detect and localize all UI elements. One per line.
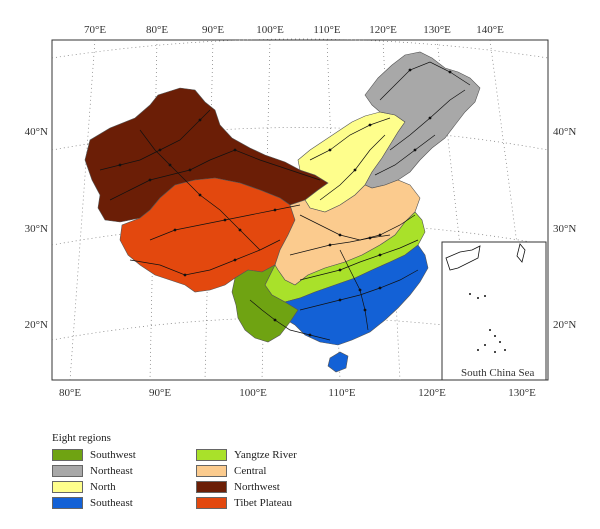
inset-islands <box>469 293 506 353</box>
lon-bottom-130: 130°E <box>508 387 536 399</box>
lon-labels-bottom: 80°E 90°E 100°E 110°E 120°E 130°E <box>59 387 536 399</box>
lon-bottom-100: 100°E <box>239 387 267 399</box>
legend-label-north: North <box>90 480 116 493</box>
legend-title: Eight regions <box>52 432 111 444</box>
legend-swatch-north <box>52 480 83 493</box>
legend-swatch-yangtze-river <box>196 448 227 461</box>
lon-bottom-90: 90°E <box>149 387 171 399</box>
legend-label-northeast: Northeast <box>90 464 133 477</box>
legend-label-southwest: Southwest <box>90 448 136 461</box>
south-china-sea-inset: South China Sea <box>441 241 547 381</box>
legend-label-central: Central <box>234 464 267 477</box>
lon-top-80: 80°E <box>146 24 168 36</box>
legend-swatch-central <box>196 464 227 477</box>
lat-right-30: 30°N <box>553 223 576 235</box>
lat-right-20: 20°N <box>553 319 576 331</box>
lon-bottom-80: 80°E <box>59 387 81 399</box>
legend-item-northwest: Northwest <box>196 480 280 493</box>
inset-taiwan <box>516 243 526 263</box>
lat-labels-right: 40°N 30°N 20°N <box>553 126 576 331</box>
china-region-map: South China Sea 70°E 80°E 90°E 100°E 110… <box>25 24 577 399</box>
lon-top-140: 140°E <box>476 24 504 36</box>
legend-item-north: North <box>52 480 116 493</box>
legend-swatch-northeast <box>52 464 83 477</box>
lat-left-40: 40°N <box>25 126 48 138</box>
legend-item-tibet-plateau: Tibet Plateau <box>196 496 292 509</box>
legend-item-northeast: Northeast <box>52 464 133 477</box>
legend-label-tibet-plateau: Tibet Plateau <box>234 496 292 509</box>
legend-item-southeast: Southeast <box>52 496 133 509</box>
legend-item-yangtze-river: Yangtze River <box>196 448 297 461</box>
station-dots <box>118 68 452 337</box>
lon-top-130: 130°E <box>423 24 451 36</box>
lat-labels-left: 40°N 30°N 20°N <box>25 126 48 331</box>
inset-coastline <box>445 245 481 271</box>
legend-swatch-northwest <box>196 480 227 493</box>
inset-label: South China Sea <box>461 367 534 379</box>
legend-swatch-southeast <box>52 496 83 509</box>
lon-top-120: 120°E <box>369 24 397 36</box>
legend-label-southeast: Southeast <box>90 496 133 509</box>
lat-left-30: 30°N <box>25 223 48 235</box>
lon-top-100: 100°E <box>256 24 284 36</box>
lon-labels-top: 70°E 80°E 90°E 100°E 110°E 120°E 130°E 1… <box>84 24 504 36</box>
lon-top-110: 110°E <box>313 24 340 36</box>
legend-swatch-southwest <box>52 448 83 461</box>
legend-label-northwest: Northwest <box>234 480 280 493</box>
legend-item-southwest: Southwest <box>52 448 136 461</box>
legend-swatch-tibet-plateau <box>196 496 227 509</box>
lon-bottom-110: 110°E <box>328 387 355 399</box>
lat-right-40: 40°N <box>553 126 576 138</box>
lon-top-90: 90°E <box>202 24 224 36</box>
regions <box>84 51 481 373</box>
legend-item-central: Central <box>196 464 266 477</box>
region-hainan <box>327 351 349 373</box>
legend: Eight regions Southwest Northeast North … <box>52 432 352 527</box>
lon-bottom-120: 120°E <box>418 387 446 399</box>
legend-label-yangtze-river: Yangtze River <box>234 448 297 461</box>
lon-top-70: 70°E <box>84 24 106 36</box>
lat-left-20: 20°N <box>25 319 48 331</box>
